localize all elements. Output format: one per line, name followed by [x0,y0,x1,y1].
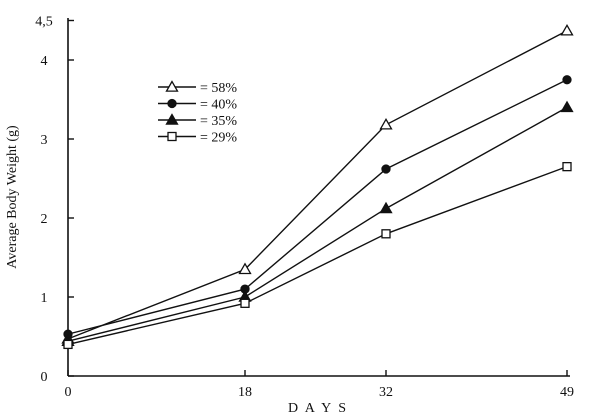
x-tick-label: 32 [379,385,393,400]
series-1 [61,23,574,344]
legend-label: = 29% [200,131,237,146]
legend-marker [165,80,179,92]
legend-marker [167,98,177,109]
legend-marker [165,113,179,125]
legend-label: = 40% [200,98,237,113]
y-tick-label: 0 [41,370,48,385]
data-point [562,75,572,85]
x-tick-label: 49 [560,385,574,400]
data-point [562,161,572,172]
legend-label: = 58% [200,81,237,96]
x-axis-title: D A Y S [288,401,348,416]
series-4 [63,161,572,350]
series-line [67,30,568,340]
y-tick-label: 4,5 [35,15,53,30]
axes [67,18,570,377]
y-tick-label: 4 [41,54,48,69]
legend-marker [167,131,177,142]
series-layer [61,23,574,350]
y-tick-label: 1 [41,291,48,306]
legend-item: = 40% [158,98,237,113]
data-point [381,229,391,239]
legend-item: = 35% [158,113,237,129]
data-point [238,262,252,275]
data-point [381,164,391,174]
legend-label: = 35% [200,114,237,129]
x-tick-label: 18 [238,385,252,400]
legend-item: = 58% [158,80,237,96]
data-point [63,339,73,350]
data-point [379,117,393,130]
series-3 [61,100,574,347]
series-2 [63,75,572,339]
legend: = 58% = 40%= 35% = 29% [158,80,237,146]
ticks: 0 1 2 3 4 4,5 0 18 32 49 [35,15,574,401]
y-tick-label: 3 [41,133,48,148]
data-point [240,298,250,308]
data-point [560,23,574,36]
data-point [560,100,574,113]
x-tick-label: 0 [65,385,72,400]
y-tick-label: 2 [41,212,48,227]
y-axis-title: Average Body Weight (g) [5,125,20,269]
legend-item: = 29% [158,131,237,146]
data-point [379,201,393,214]
series-line [67,165,568,346]
series-line [67,79,568,335]
series-line [67,106,568,342]
